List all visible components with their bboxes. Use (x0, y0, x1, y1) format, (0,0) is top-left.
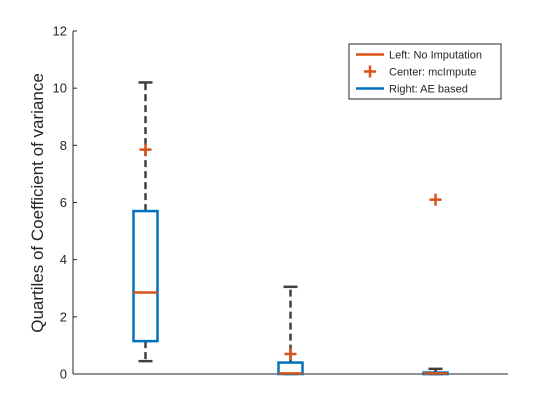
y-tick-label: 0 (60, 367, 67, 382)
box-group (134, 82, 158, 361)
y-tick-label: 6 (60, 195, 67, 210)
box-group (424, 194, 448, 374)
legend-label: Center: mcImpute (389, 67, 476, 79)
y-tick-label: 10 (53, 81, 67, 96)
y-tick-label: 8 (60, 138, 67, 153)
legend-label: Right: AE based (389, 84, 468, 96)
y-tick-label: 2 (60, 309, 67, 324)
outlier-marker (430, 194, 442, 206)
legend: Left: No Imputation Center: mcImpute Right… (349, 44, 501, 99)
box-group (279, 287, 303, 374)
y-tick-label: 4 (60, 252, 67, 267)
legend-label: Left: No Imputation (389, 50, 482, 62)
box-series (134, 82, 448, 374)
box-iqr (134, 211, 158, 341)
outlier-marker (140, 144, 152, 156)
y-axis-label: Quartiles of Coefficient of variance (28, 73, 47, 333)
y-tick-label: 12 (53, 24, 67, 39)
outlier-marker (285, 348, 297, 360)
